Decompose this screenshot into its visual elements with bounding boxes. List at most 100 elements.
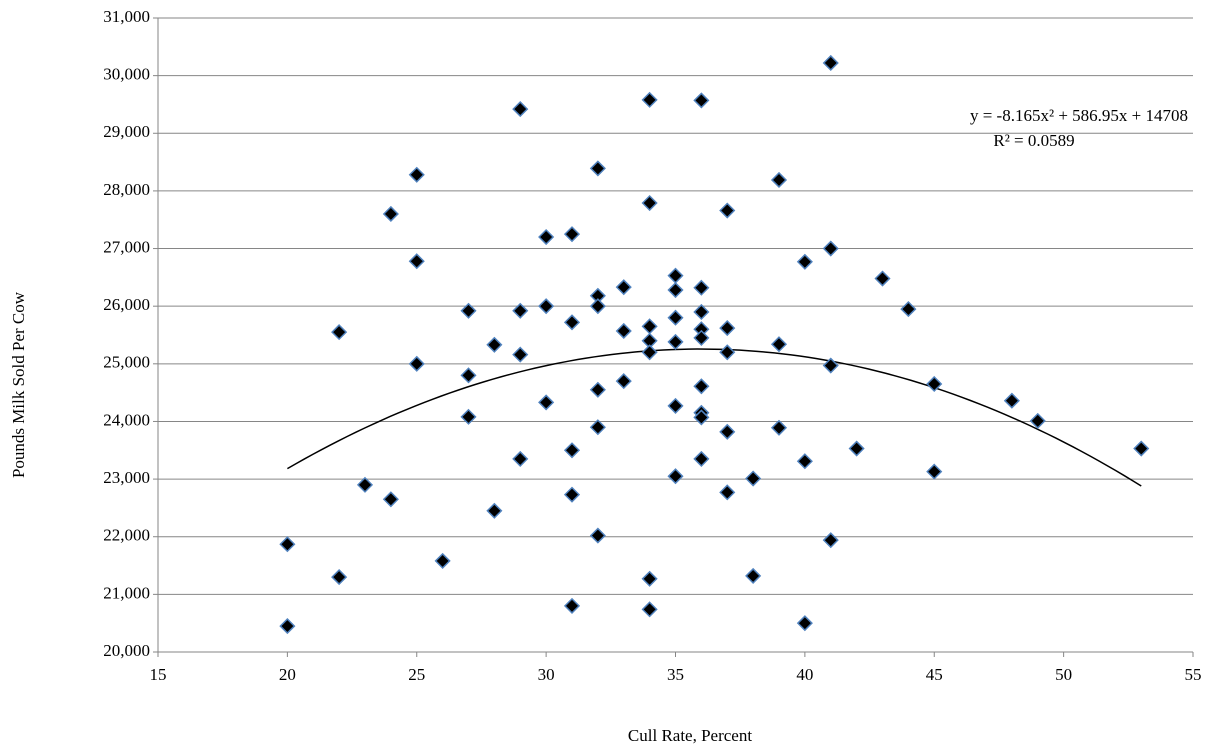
point [331, 569, 348, 586]
point [382, 205, 399, 223]
y-axis-label: Pounds Milk Sold Per Cow [9, 291, 28, 478]
point [719, 344, 736, 361]
point [563, 442, 581, 459]
y-tick-label: 29,000 [103, 122, 150, 141]
point [615, 322, 632, 340]
point [641, 601, 658, 618]
point [719, 202, 736, 219]
point [693, 279, 710, 296]
x-tick-label: 40 [796, 665, 813, 684]
point [641, 344, 658, 361]
point [900, 301, 917, 318]
point [589, 298, 606, 315]
point [796, 615, 813, 632]
point [770, 171, 788, 189]
y-tick-label: 31,000 [103, 7, 150, 26]
point [693, 378, 710, 395]
point [356, 476, 374, 493]
x-tick-label: 30 [538, 665, 555, 684]
point [512, 450, 529, 467]
point [279, 536, 296, 553]
y-tick-label: 24,000 [103, 410, 150, 429]
y-tick-label: 30,000 [103, 65, 150, 84]
point [719, 423, 736, 440]
point [667, 267, 684, 284]
point [1029, 412, 1046, 429]
point [538, 228, 555, 246]
point [796, 253, 813, 270]
point [667, 309, 684, 326]
y-tick-label: 26,000 [103, 295, 150, 314]
point [460, 367, 477, 384]
point [408, 253, 425, 270]
point [719, 484, 736, 501]
point [460, 408, 477, 425]
point [822, 54, 839, 72]
point [408, 166, 425, 183]
point [563, 314, 581, 331]
point [667, 397, 684, 414]
point [408, 355, 425, 372]
trendline-r-squared: R² = 0.0589 [993, 131, 1074, 150]
point [589, 419, 606, 436]
point [641, 194, 658, 212]
point [563, 226, 581, 243]
point [693, 409, 710, 426]
y-tick-label: 20,000 [103, 641, 150, 660]
point [589, 160, 606, 177]
point [615, 279, 632, 296]
y-tick-label: 21,000 [103, 583, 150, 602]
point [926, 463, 943, 480]
x-tick-label: 35 [667, 665, 684, 684]
point [538, 394, 555, 411]
point [874, 270, 891, 287]
x-tick-label: 20 [279, 665, 296, 684]
point [460, 302, 477, 319]
point [745, 470, 762, 487]
x-tick-label: 50 [1055, 665, 1072, 684]
point [512, 302, 529, 319]
point [848, 440, 865, 457]
point [641, 318, 658, 335]
point [538, 298, 555, 315]
point [563, 597, 581, 614]
point [641, 91, 658, 108]
point [693, 450, 710, 467]
point [434, 552, 451, 569]
y-tick-label: 23,000 [103, 468, 150, 487]
point [1003, 392, 1020, 409]
y-tick-label: 22,000 [103, 526, 150, 545]
point [486, 502, 503, 519]
trendline [287, 348, 1142, 487]
point [563, 486, 581, 503]
point [615, 373, 632, 390]
point [693, 329, 710, 346]
point [1133, 440, 1150, 457]
x-tick-label: 25 [408, 665, 425, 684]
point [745, 567, 762, 584]
x-tick-label: 45 [926, 665, 943, 684]
y-tick-label: 25,000 [103, 353, 150, 372]
point [589, 527, 606, 544]
x-tick-label: 55 [1185, 665, 1202, 684]
point [667, 281, 684, 299]
point [822, 532, 839, 549]
point [279, 618, 296, 635]
point [719, 320, 736, 337]
x-axis-label: Cull Rate, Percent [628, 726, 752, 745]
point [667, 468, 684, 485]
point [486, 336, 503, 353]
point [382, 491, 399, 508]
trendline-equation: y = -8.165x² + 586.95x + 14708 [970, 106, 1188, 125]
point [589, 381, 606, 398]
point [822, 357, 839, 374]
y-tick-label: 28,000 [103, 180, 150, 199]
point [693, 303, 710, 321]
point [667, 333, 684, 350]
point [822, 240, 839, 257]
point [926, 375, 943, 393]
x-tick-label: 15 [150, 665, 167, 684]
point [770, 419, 788, 436]
point [693, 92, 710, 109]
